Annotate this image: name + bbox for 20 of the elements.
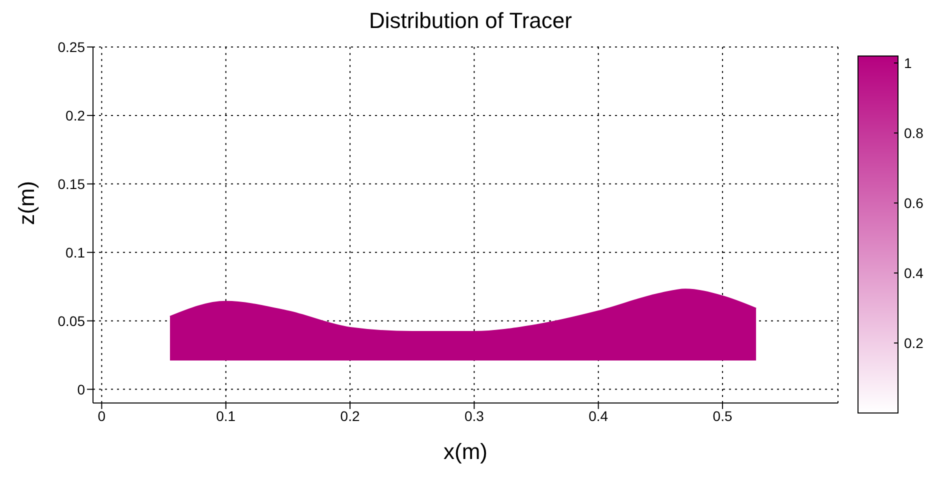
color-bar-label: 1 xyxy=(904,55,912,71)
x-tick-label: 0.1 xyxy=(216,408,236,424)
x-tick-label: 0.3 xyxy=(464,408,484,424)
y-axis-title: z(m) xyxy=(14,181,39,225)
y-tick-label: 0.2 xyxy=(66,107,86,124)
y-tick-label: 0 xyxy=(77,381,86,398)
x-tick-label: 0.2 xyxy=(340,408,360,424)
y-tick-label: 0.05 xyxy=(58,312,86,329)
chart-title: Distribution of Tracer xyxy=(368,8,573,34)
color-bar-label: 0.2 xyxy=(904,335,924,351)
x-tick-label: 0.4 xyxy=(588,408,608,424)
color-bar-label: 0.4 xyxy=(904,265,924,281)
x-tick-label: 0 xyxy=(98,408,106,424)
x-tick-label: 0.5 xyxy=(712,408,732,424)
color-bar-label: 0.6 xyxy=(904,195,924,211)
y-tick-label: 0.1 xyxy=(66,244,86,260)
y-tick-label: 0.25 xyxy=(58,38,86,55)
color-bar-label: 0.8 xyxy=(904,125,924,141)
x-axis-title: x(m) xyxy=(444,439,488,464)
y-tick-label: 0.15 xyxy=(58,176,86,192)
